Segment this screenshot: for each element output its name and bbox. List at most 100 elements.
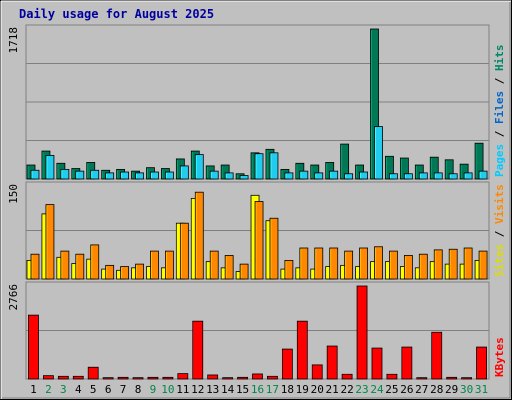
chart-title: Daily usage for August 2025 <box>19 7 214 21</box>
bar-kbytes-10 <box>162 376 174 380</box>
bar-files-8 <box>135 172 144 180</box>
bar-kbytes-31 <box>476 346 487 380</box>
legend: Pages / Files / Hits <box>493 45 506 178</box>
bar-files-29 <box>448 173 458 180</box>
bar-kbytes-18 <box>281 348 293 380</box>
bar-files-14 <box>224 172 234 180</box>
bar-files-7 <box>120 171 130 180</box>
bar-visits-23 <box>359 247 368 280</box>
x-tick-label-22: 22 <box>340 383 353 396</box>
panel-visits-sites: 150 Sites / Visits <box>7 181 506 280</box>
x-tick-label-27: 27 <box>415 383 428 396</box>
legend-separator: / <box>493 124 506 144</box>
x-tick-label-23: 23 <box>355 383 368 396</box>
bar-kbytes-5 <box>87 366 99 380</box>
x-tick-label-1: 1 <box>30 383 37 396</box>
x-tick-label-11: 11 <box>176 383 189 396</box>
bar-kbytes-6 <box>102 377 114 380</box>
bar-kbytes-3 <box>57 375 69 380</box>
bar-visits-1 <box>30 253 40 280</box>
x-tick-label-28: 28 <box>430 383 443 396</box>
bar-visits-26 <box>403 255 413 280</box>
x-tick-label-5: 5 <box>90 383 97 396</box>
bar-kbytes-28 <box>431 331 443 380</box>
x-tick-label-4: 4 <box>75 383 82 396</box>
bar-visits-30 <box>463 247 473 280</box>
x-tick-label-29: 29 <box>445 383 458 396</box>
bar-files-13 <box>209 170 219 180</box>
x-tick-label-13: 13 <box>206 383 219 396</box>
legend-item: Pages <box>493 144 506 177</box>
x-tick-label-15: 15 <box>236 383 249 396</box>
bar-visits-4 <box>75 253 85 280</box>
bar-kbytes-4 <box>72 375 84 380</box>
x-tick-label-24: 24 <box>370 383 384 396</box>
x-tick-label-14: 14 <box>221 383 235 396</box>
bar-files-26 <box>403 173 413 180</box>
bar-files-17 <box>269 152 279 180</box>
bar-kbytes-25 <box>386 373 398 380</box>
x-tick-label-6: 6 <box>105 383 112 396</box>
bar-files-3 <box>60 168 70 180</box>
legend-item: Sites <box>493 244 506 277</box>
bar-kbytes-23 <box>356 285 368 380</box>
bar-kbytes-8 <box>132 377 144 380</box>
bar-visits-11 <box>179 222 189 280</box>
y-max-label: 150 <box>7 184 20 204</box>
bar-visits-12 <box>194 191 204 280</box>
bar-kbytes-15 <box>237 376 248 380</box>
bar-visits-10 <box>165 250 174 280</box>
x-tick-label-20: 20 <box>311 383 324 396</box>
bar-visits-5 <box>90 244 100 280</box>
x-tick-label-10: 10 <box>161 383 174 396</box>
bar-kbytes-21 <box>326 345 338 380</box>
x-tick-label-8: 8 <box>135 383 142 396</box>
bar-kbytes-17 <box>267 375 278 380</box>
y-max-label: 2766 <box>7 284 20 311</box>
x-tick-label-19: 19 <box>296 383 309 396</box>
legend-item: KBytes <box>493 337 506 377</box>
bar-visits-24 <box>374 246 383 280</box>
bar-visits-9 <box>150 250 159 280</box>
bar-files-5 <box>90 169 100 180</box>
bar-files-22 <box>344 173 354 180</box>
bar-kbytes-11 <box>177 373 189 380</box>
x-tick-label-12: 12 <box>191 383 204 396</box>
bar-files-4 <box>75 170 85 180</box>
bar-visits-13 <box>209 250 219 280</box>
legend-item: Visits <box>493 184 506 224</box>
x-tick-label-7: 7 <box>120 383 127 396</box>
legend-separator: / <box>493 224 506 244</box>
bar-visits-29 <box>448 248 458 280</box>
bar-files-27 <box>418 172 428 180</box>
bar-kbytes-1 <box>28 314 39 380</box>
bar-kbytes-2 <box>43 375 54 380</box>
bar-kbytes-30 <box>461 377 472 380</box>
bar-files-10 <box>165 171 174 180</box>
bar-files-6 <box>105 172 115 180</box>
bar-files-31 <box>478 170 488 180</box>
bar-kbytes-22 <box>341 373 353 380</box>
bar-files-20 <box>314 172 324 180</box>
bar-files-19 <box>299 170 309 180</box>
bar-kbytes-29 <box>446 376 458 380</box>
panel-hits-files-pages: 1718 Pages / Files / Hits <box>7 24 506 180</box>
bar-visits-25 <box>389 250 398 280</box>
x-tick-label-3: 3 <box>60 383 67 396</box>
bar-kbytes-14 <box>222 377 234 380</box>
bar-files-24 <box>374 126 383 180</box>
y-max-label: 1718 <box>7 27 20 54</box>
bar-visits-17 <box>269 217 279 280</box>
bar-visits-28 <box>433 249 443 280</box>
bar-visits-31 <box>478 250 488 280</box>
legend: KBytes <box>493 337 506 377</box>
bar-files-28 <box>433 172 443 180</box>
bar-kbytes-26 <box>401 346 413 380</box>
x-tick-label-18: 18 <box>281 383 294 396</box>
bar-visits-21 <box>329 247 339 280</box>
bar-visits-6 <box>105 264 115 280</box>
bar-files-23 <box>359 171 368 180</box>
bar-visits-18 <box>284 259 294 280</box>
bar-files-21 <box>329 170 339 180</box>
